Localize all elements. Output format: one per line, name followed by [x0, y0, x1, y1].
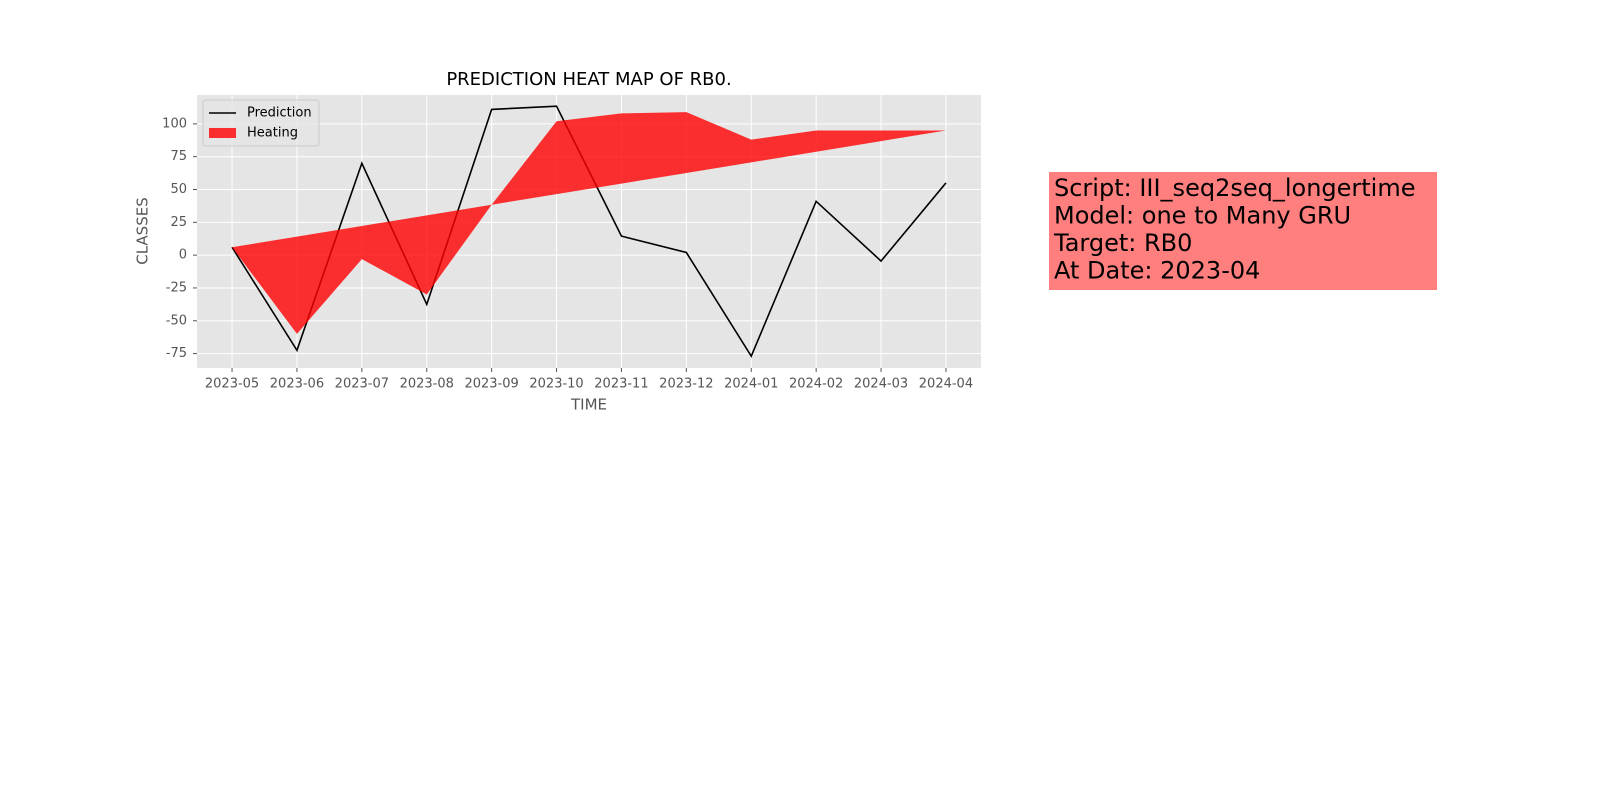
x-tick-label: 2024-02 — [789, 377, 843, 392]
y-axis-label: CLASSES — [134, 197, 152, 264]
legend-swatch — [209, 128, 236, 138]
x-tick-label: 2024-01 — [724, 377, 778, 392]
x-tick-label: 2023-06 — [270, 377, 324, 392]
annotation-box — [1049, 172, 1437, 290]
x-tick-label: 2023-11 — [594, 377, 648, 392]
annotation-line: Target: RB0 — [1053, 229, 1192, 257]
y-tick-label: 50 — [170, 182, 187, 197]
y-tick-label: 25 — [170, 215, 187, 230]
annotation-line: Script: III_seq2seq_longertime — [1054, 174, 1416, 202]
x-axis-label: TIME — [570, 396, 607, 414]
y-tick-label: -75 — [166, 346, 187, 361]
annotation-line: At Date: 2023-04 — [1054, 257, 1260, 285]
chart-title: PREDICTION HEAT MAP OF RB0. — [446, 69, 731, 90]
y-tick-label: 100 — [162, 116, 187, 131]
x-tick-label: 2023-05 — [205, 377, 259, 392]
x-tick-label: 2023-09 — [464, 377, 518, 392]
x-tick-label: 2023-07 — [335, 377, 389, 392]
x-tick-label: 2023-12 — [659, 377, 713, 392]
x-tick-label: 2023-08 — [400, 377, 454, 392]
legend-label: Heating — [247, 126, 298, 141]
annotation-line: Model: one to Many GRU — [1054, 202, 1351, 230]
y-tick-label: 0 — [179, 248, 187, 263]
x-tick-label: 2023-10 — [529, 377, 583, 392]
y-tick-label: -50 — [166, 313, 187, 328]
legend-label: Prediction — [247, 106, 312, 121]
legend: Prediction Heating — [202, 99, 320, 147]
heating-area — [232, 112, 946, 334]
y-tick-label: -25 — [166, 280, 187, 295]
x-tick-label: 2024-04 — [919, 377, 973, 392]
y-tick-label: 75 — [170, 149, 187, 164]
x-tick-label: 2024-03 — [854, 377, 908, 392]
